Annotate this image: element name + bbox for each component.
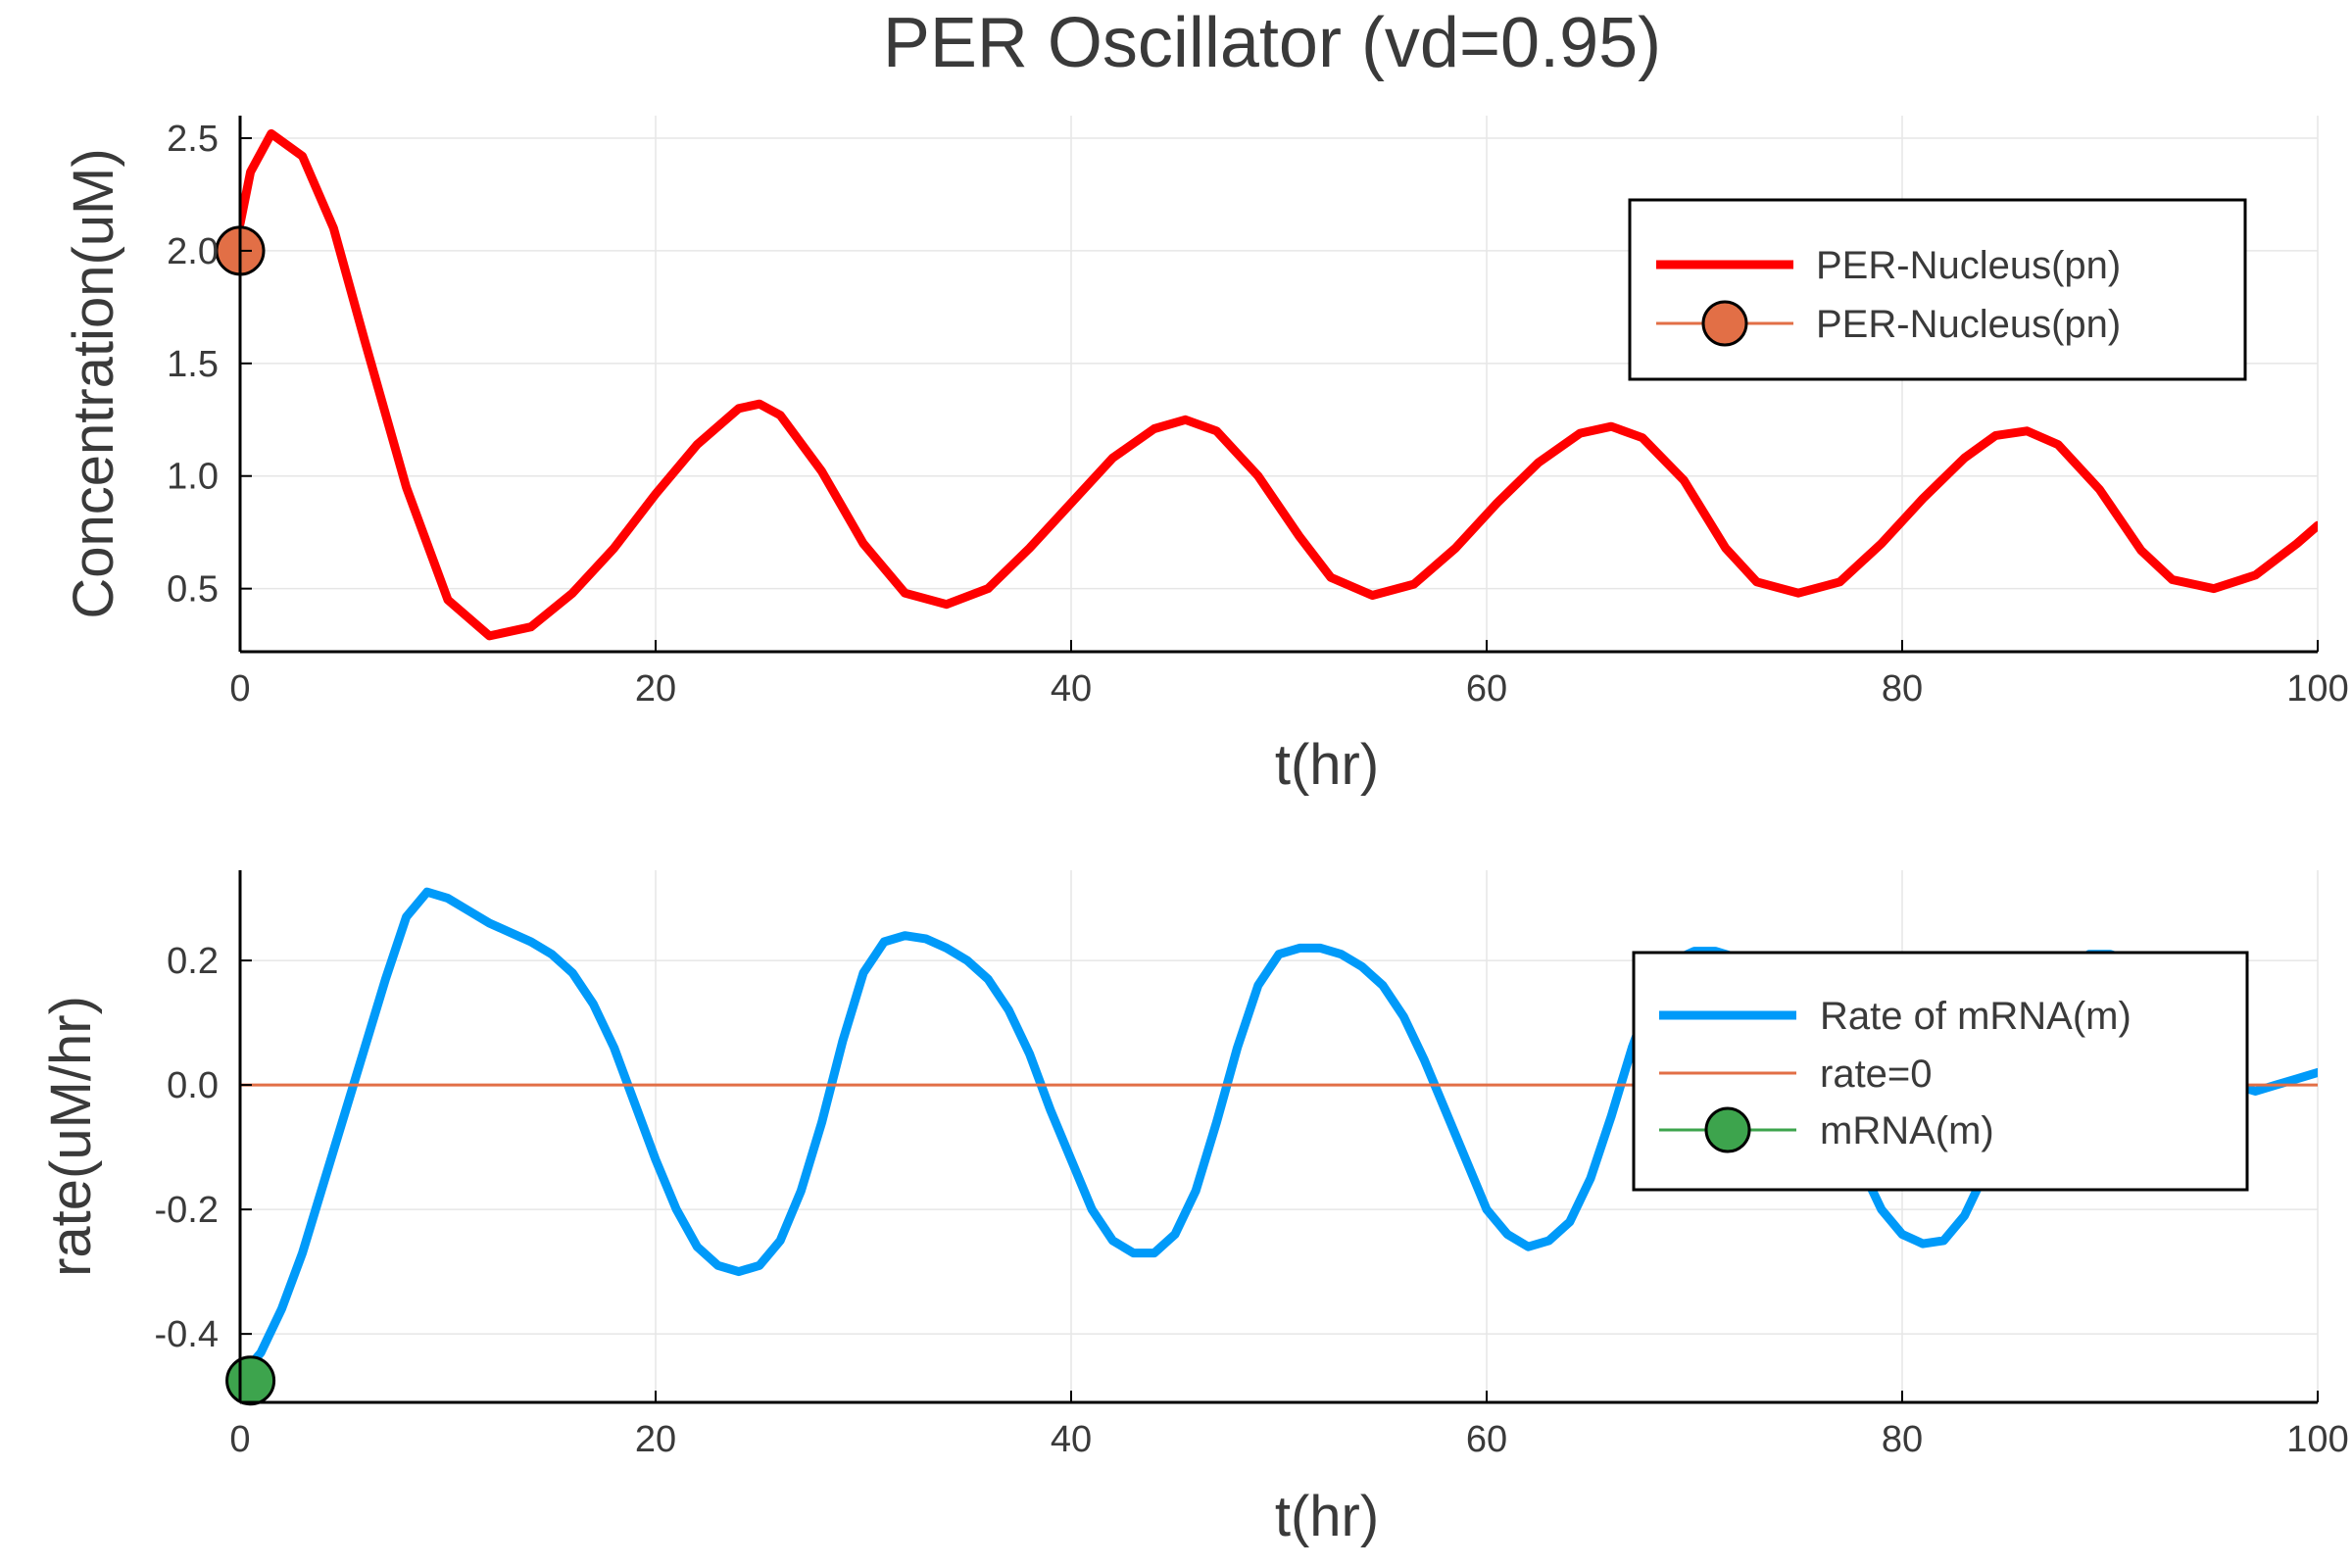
y-tick-label: 0.2 xyxy=(167,941,219,982)
legend-entry-label: PER-Nucleus(pn) xyxy=(1816,244,2121,287)
legend: Rate of mRNA(m) rate=0 mRNA(m) xyxy=(1632,951,2249,1192)
legend-marker-swatch xyxy=(1704,1106,1751,1153)
x-tick-label: 100 xyxy=(2286,1419,2348,1460)
legend-entry-label: rate=0 xyxy=(1820,1053,1933,1096)
x-tick-label: 80 xyxy=(1882,668,1923,710)
x-tick-label: 0 xyxy=(229,1419,250,1460)
x-axis-label: t(hr) xyxy=(1275,1485,1379,1548)
chart-title: PER Oscillator (vd=0.95) xyxy=(883,4,1661,82)
x-axis-label: t(hr) xyxy=(1275,733,1379,797)
series-line-per-nucleus-pn- xyxy=(240,128,2318,641)
y-tick-label: 1.0 xyxy=(167,457,219,498)
legend-marker-swatch xyxy=(1701,300,1748,347)
series-marker-mrna-m- xyxy=(225,1355,276,1406)
legend-entry-label: Rate of mRNA(m) xyxy=(1820,995,2132,1038)
legend-box xyxy=(1628,198,2247,381)
x-tick-label: 0 xyxy=(229,668,250,710)
legend-box xyxy=(1632,951,2249,1192)
x-tick-label: 100 xyxy=(2286,668,2348,710)
y-tick-label: 0.0 xyxy=(167,1065,219,1106)
x-tick-label: 40 xyxy=(1051,1419,1092,1460)
x-tick-label: 40 xyxy=(1051,668,1092,710)
y-tick-label: 1.5 xyxy=(167,344,219,385)
top-panel-concentration: 0 20 40 60 80 100 0.5 1.0 1.5 2.0 2.5 t(hr) Concentr… xyxy=(62,116,2349,797)
legend-entry-label: PER-Nucleus(pn) xyxy=(1816,303,2121,346)
y-axis-label: Concentration(uM) xyxy=(62,148,125,618)
bottom-panel-rate: 0 20 40 60 80 100 -0.4 -0.2 0.0 0.2 t(hr) rate(uM/h… xyxy=(39,870,2349,1548)
y-tick-label: 2.0 xyxy=(167,231,219,272)
legend-entry-label: mRNA(m) xyxy=(1820,1109,1994,1152)
y-tick-label: 2.5 xyxy=(167,119,219,160)
x-tick-label: 60 xyxy=(1466,1419,1507,1460)
y-axis-label: rate(uM/hr) xyxy=(39,996,103,1277)
y-tick-label: -0.2 xyxy=(155,1190,219,1231)
y-tick-label: 0.5 xyxy=(167,569,219,611)
x-tick-label: 20 xyxy=(635,1419,676,1460)
legend: PER-Nucleus(pn) PER-Nucleus(pn) xyxy=(1628,198,2247,381)
plot-area xyxy=(240,128,2318,641)
x-tick-label: 60 xyxy=(1466,668,1507,710)
x-tick-label: 20 xyxy=(635,668,676,710)
y-tick-label: -0.4 xyxy=(155,1314,219,1355)
x-tick-label: 80 xyxy=(1882,1419,1923,1460)
series-line-rate-of-mrna-m- xyxy=(240,887,2318,1383)
